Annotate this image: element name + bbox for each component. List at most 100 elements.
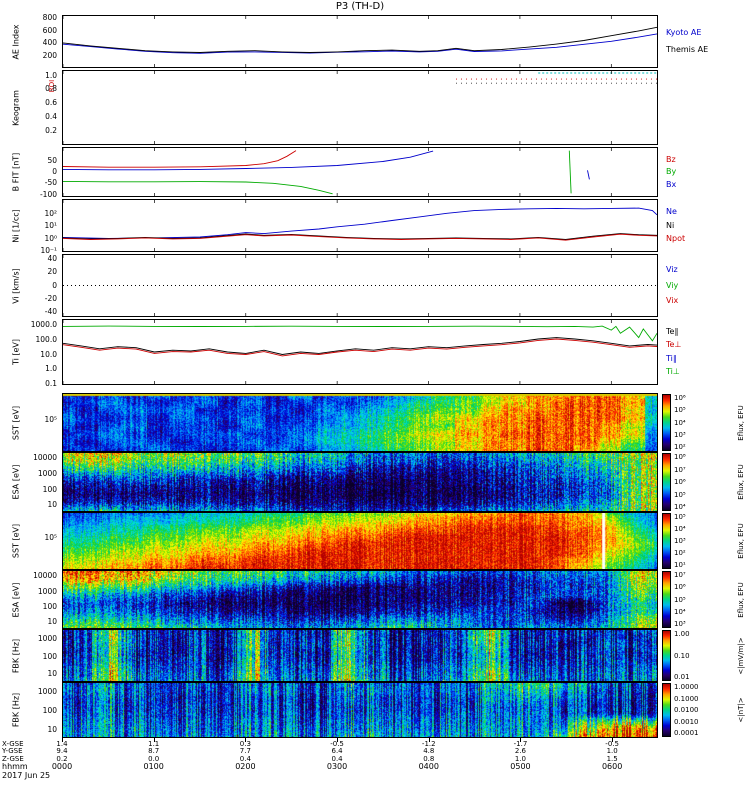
x-axis-tick <box>245 738 247 742</box>
y-tick-label: 10¹ <box>44 221 57 231</box>
legend-Ne: Ne <box>666 207 677 217</box>
series-Ni <box>63 233 657 240</box>
axis-value: 9.4 <box>56 747 68 756</box>
y-tick-label: 10⁵ <box>44 533 57 543</box>
colorbar-tick: 10³ <box>674 620 686 628</box>
y-tick-label: 10000 <box>33 453 57 462</box>
spectrogram-esa_i <box>63 571 657 628</box>
legend-Te∥: Te∥ <box>666 327 679 337</box>
y-tick-label: 10 <box>47 499 57 509</box>
y-tick-label: 0.1 <box>45 379 57 389</box>
y-tick-label: 0.4 <box>45 112 57 122</box>
colorbar-tick: 10⁵ <box>674 406 686 415</box>
axis-value: 0400 <box>418 762 439 772</box>
colorbar-tick: 10⁴ <box>674 418 686 427</box>
axis-value: 0100 <box>143 762 164 772</box>
y-tick-label: 1000 <box>37 687 57 697</box>
axis-value: 0300 <box>326 762 348 772</box>
colorbar-tick: 10⁴ <box>674 503 686 511</box>
axis-value: 1.4 <box>56 740 68 748</box>
colorbar-fbk_e <box>662 630 671 681</box>
y-tick-label: 0 <box>52 167 57 176</box>
axis-value: 6.4 <box>331 747 343 756</box>
axis-value: 1.0 <box>606 747 618 756</box>
axis-row-label-hhmm: hhmm <box>2 762 28 772</box>
y-tick-label: 40 <box>47 254 57 264</box>
legend-Ti⊥: Ti⊥ <box>666 366 680 376</box>
series-Npot <box>63 233 657 241</box>
panel-ni <box>62 199 658 252</box>
panel-sst_i <box>62 512 658 570</box>
y-tick-label: 10.0 <box>40 349 57 359</box>
axis-value: 4.8 <box>423 747 435 756</box>
colorbar-tick: 10² <box>674 443 686 451</box>
legend-Kyoto AE: Kyoto AE <box>666 27 702 37</box>
y-tick-label: 50 <box>47 155 57 165</box>
spectrogram-fbk_e <box>63 630 657 681</box>
panel-fbk_e <box>62 629 658 682</box>
colorbar-label-esa_i: Eflux, EFU <box>737 581 745 618</box>
y-tick-label: 20 <box>47 267 57 277</box>
colorbar-label-fbk_b: <|nT|> <box>737 697 745 723</box>
colorbar-esa_i <box>662 571 671 628</box>
legend-By: By <box>666 167 677 176</box>
y-tick-label: 10000 <box>33 570 57 580</box>
colorbar-tick: 0.0100 <box>674 706 699 714</box>
y-tick-label: 10 <box>47 724 57 734</box>
colorbar-tick: 10⁶ <box>674 478 686 486</box>
legend-Themis AE: Themis AE <box>666 45 709 55</box>
y-tick-label: 10² <box>44 208 57 218</box>
line-chart-bfit <box>63 148 612 196</box>
colorbar-tick: 10⁶ <box>674 583 686 592</box>
y-tick-label: -100 <box>39 189 57 199</box>
line-chart-vi <box>63 255 657 316</box>
colorbar-label-sst_i: Eflux, EFU <box>737 523 745 559</box>
y-tick-label: 1000 <box>37 469 57 479</box>
colorbar-tick: 10⁸ <box>674 453 686 461</box>
axis-value: 0.4 <box>239 754 251 763</box>
y-tick-label: 0.6 <box>45 98 57 108</box>
line-chart-keogram <box>63 71 657 144</box>
series-Bx <box>63 150 434 171</box>
panel-esa_e <box>62 452 658 512</box>
y-tick-label: 100.0 <box>35 334 57 344</box>
series-Ne <box>63 207 657 239</box>
panel-ae <box>62 15 658 68</box>
x-axis-tick <box>153 738 155 742</box>
axis-value: 0.0 <box>148 754 160 763</box>
colorbar-sst_e <box>662 394 671 451</box>
legend-Te⊥: Te⊥ <box>666 340 682 350</box>
panel-sst_e <box>62 393 658 452</box>
colorbar-tick: 10¹ <box>674 561 686 569</box>
colorbar-tick: 10² <box>674 549 686 557</box>
panel-ti <box>62 319 658 385</box>
y-tick-label: -20 <box>44 293 57 303</box>
y-tick-label: 100 <box>42 706 57 716</box>
plot-title: P3 (TH-D) <box>335 1 385 12</box>
x-axis-tick <box>428 738 430 742</box>
colorbar-tick: 10⁷ <box>674 465 686 474</box>
axis-value: 8.7 <box>148 747 160 756</box>
x-axis-tick <box>612 738 614 742</box>
legend-Bx: Bx <box>666 179 677 189</box>
axis-value: -0.5 <box>330 740 344 748</box>
colorbar-sst_i <box>662 513 671 569</box>
series-Themis AE <box>63 26 657 53</box>
colorbar-tick: 0.0010 <box>674 717 699 726</box>
legend-Viy: Viy <box>666 280 679 290</box>
y-tick-label: 10 <box>47 669 57 679</box>
y-tick-label: 1.0 <box>45 364 57 374</box>
y-tick-label: 0 <box>52 280 57 290</box>
colorbar-tick: 0.1000 <box>674 694 699 703</box>
colorbar-esa_e <box>662 453 671 511</box>
panel-fbk_b <box>62 682 658 738</box>
legend-Vix: Vix <box>666 296 679 306</box>
axis-value: 0.2 <box>56 754 68 763</box>
legend-Npot: Npot <box>666 233 686 243</box>
y-tick-label: -40 <box>44 306 57 316</box>
axis-value: 0.3 <box>239 740 251 748</box>
colorbar-label-sst_e: Eflux, EFU <box>737 404 745 441</box>
colorbar-tick: 10³ <box>674 430 686 439</box>
y-tick-label: 100 <box>42 602 57 612</box>
axis-row-label-Y-GSE: Y-GSE <box>2 747 23 756</box>
